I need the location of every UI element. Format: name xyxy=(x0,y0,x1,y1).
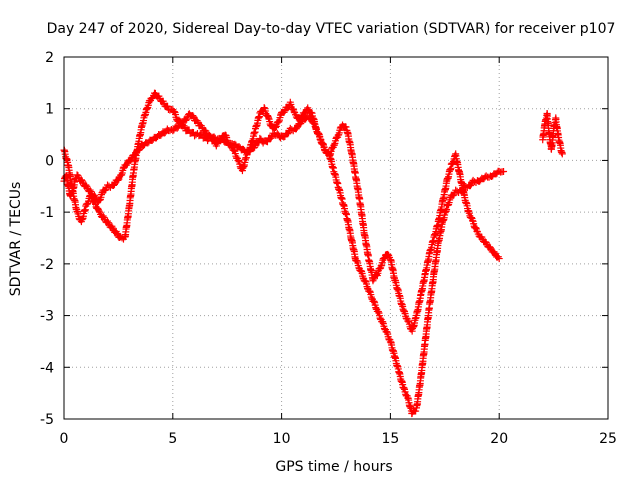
x-tick-label: 0 xyxy=(60,431,69,447)
data-point xyxy=(182,116,190,124)
x-tick-label: 20 xyxy=(490,431,508,447)
axis-ticks: 0 5 10 15 20 25 -5 -4 -3 -2 -1 0 1 2 xyxy=(40,50,617,447)
data-point xyxy=(372,270,380,278)
y-tick-label: -5 xyxy=(40,412,54,428)
data-point xyxy=(490,248,498,256)
y-tick-label: -2 xyxy=(40,257,54,273)
y-tick-label: -4 xyxy=(40,360,54,376)
data-point xyxy=(99,212,107,220)
data-point xyxy=(280,108,288,116)
data-point xyxy=(292,125,300,133)
plot-frame xyxy=(63,56,609,420)
data-point xyxy=(307,109,315,117)
data-point xyxy=(342,123,350,131)
x-tick-label: 10 xyxy=(273,431,291,447)
series-track-2 xyxy=(60,89,503,335)
series-track-3 xyxy=(539,109,566,158)
data-point xyxy=(250,144,258,152)
chart-title: Day 247 of 2020, Sidereal Day-to-day VTE… xyxy=(47,21,616,37)
x-axis-label: GPS time / hours xyxy=(275,459,392,475)
data-point xyxy=(95,207,103,215)
data-point xyxy=(82,181,90,189)
data-point xyxy=(190,113,198,121)
data-point xyxy=(164,102,172,110)
x-tick-label: 25 xyxy=(599,431,617,447)
y-tick-label: -1 xyxy=(40,205,54,221)
data-point xyxy=(193,117,201,125)
data-point xyxy=(159,97,167,105)
data-point xyxy=(495,255,503,263)
data-point xyxy=(114,176,122,184)
data-point xyxy=(466,182,474,190)
y-axis-label: SDTVAR / TECUs xyxy=(8,182,24,297)
x-tick-label: 15 xyxy=(381,431,399,447)
y-tick-label: 2 xyxy=(45,50,54,66)
data-point xyxy=(189,112,197,120)
data-point xyxy=(104,217,112,225)
data-point xyxy=(272,122,280,130)
data-points xyxy=(60,89,566,418)
data-point xyxy=(273,129,281,137)
y-tick-label: 0 xyxy=(45,153,54,169)
data-point xyxy=(272,124,280,132)
data-point xyxy=(198,122,206,130)
data-point xyxy=(500,168,508,176)
data-point xyxy=(558,150,566,158)
y-tick-label: 1 xyxy=(45,102,54,118)
data-point xyxy=(412,407,420,415)
y-tick-label: -3 xyxy=(40,309,54,325)
x-tick-label: 5 xyxy=(168,431,177,447)
data-point xyxy=(267,134,275,142)
data-point xyxy=(123,161,131,169)
